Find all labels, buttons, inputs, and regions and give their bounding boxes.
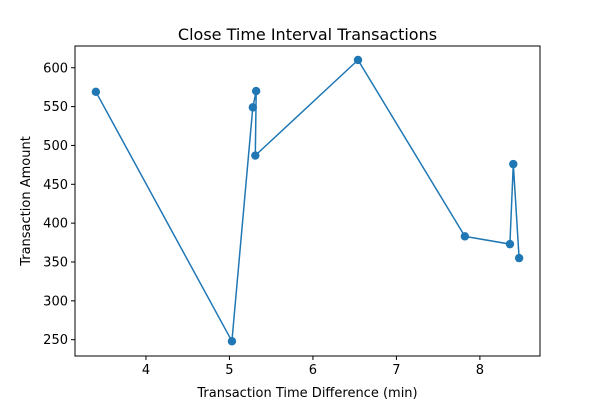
x-tick-label: 6 <box>309 363 317 378</box>
y-tick-label: 450 <box>43 178 68 193</box>
y-tick-label: 550 <box>43 100 68 115</box>
data-point <box>227 337 237 346</box>
data-point <box>251 86 261 96</box>
data-point <box>248 103 258 112</box>
y-axis-label: Transaction Amount <box>19 136 34 267</box>
y-tick-label: 250 <box>43 333 68 348</box>
y-tick-label: 400 <box>43 217 68 232</box>
x-tick-label: 7 <box>392 363 400 378</box>
y-tick-label: 350 <box>43 255 68 270</box>
x-tick-label: 5 <box>225 363 233 378</box>
data-point <box>509 159 518 169</box>
x-axis-label: Transaction Time Difference (min) <box>196 386 417 400</box>
data-point <box>91 87 101 97</box>
y-tick-label: 600 <box>43 61 68 76</box>
x-tick-label: 4 <box>142 363 150 378</box>
data-point <box>460 232 470 241</box>
data-point <box>353 55 363 65</box>
series-line <box>95 59 520 342</box>
ticks-layer: 4 5 6 7 8 250 300 350 400 450 500 550 600 <box>43 61 484 378</box>
chart-title: Close Time Interval Transactions <box>178 25 437 44</box>
series-layer <box>91 55 524 346</box>
y-tick-label: 300 <box>43 294 68 309</box>
plot-frame <box>74 45 541 357</box>
data-point <box>514 253 524 263</box>
data-point <box>251 151 260 160</box>
data-point <box>505 239 515 249</box>
x-tick-label: 8 <box>476 363 484 378</box>
y-tick-label: 500 <box>43 139 68 154</box>
